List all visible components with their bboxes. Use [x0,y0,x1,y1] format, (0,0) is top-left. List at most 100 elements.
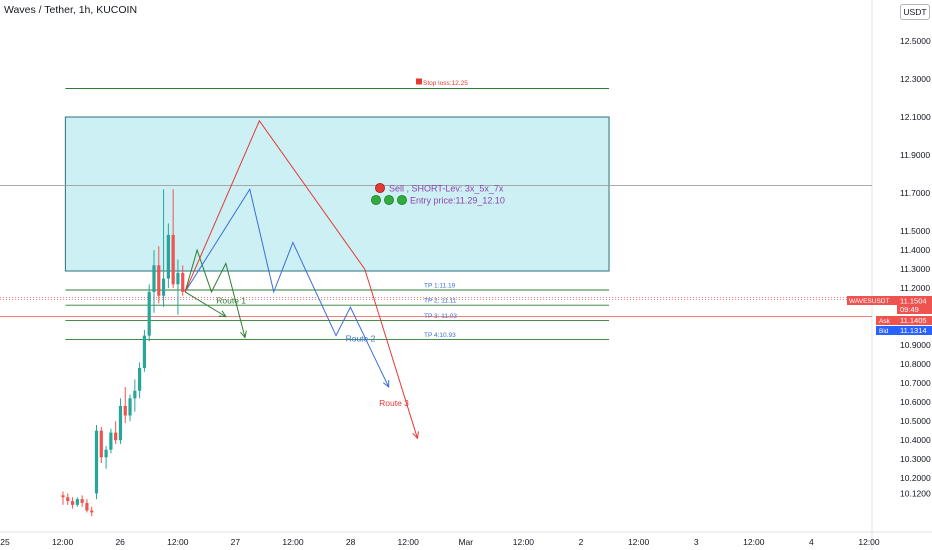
time-tick-label: 12:00 [628,537,650,547]
price-tick-label: 10.3000 [900,454,931,464]
route-arrow-3 [412,431,419,440]
candle-body [118,405,123,441]
route-arrow-2 [382,379,390,389]
price-tick-label: 10.5000 [900,416,931,426]
target-label-1: TP 1:11.19 [424,283,456,290]
route-path-3 [184,119,418,439]
candle-body [142,335,147,368]
time-tick-label: 4 [809,537,814,547]
time-tick-label: 12:00 [858,537,880,547]
chart-title: Waves / Tether, 1h, KUCOIN [4,4,138,16]
candle-body [85,502,89,511]
price-tick-label: 11.2000 [900,283,930,293]
bid-label: Bid [879,328,889,335]
price-tick-label: 10.2000 [900,473,931,483]
candle-body [171,234,175,285]
candle-body [161,278,166,296]
ask-price-value: 11.1405 [900,316,927,325]
route-path-1 [184,248,246,338]
candle-body [70,501,75,505]
candle-body [176,272,180,285]
currency-label: USDT [903,7,927,17]
red-circle-icon [375,183,385,193]
candle-body [109,432,113,450]
bid-price-value: 11.1314 [900,326,927,335]
time-tick-label: 26 [115,537,125,547]
price-tick-label: 11.9000 [900,150,930,160]
target-label-2: TP 2: 11.11 [424,298,457,305]
countdown-value: 09:49 [900,305,919,314]
last-price-value: 11.1504 [900,297,927,306]
time-tick-label: 12:00 [743,537,765,547]
price-tick-label: 11.7000 [900,188,930,198]
route-label-2: Route 2 [346,333,376,343]
price-tick-label: 12.3000 [900,74,931,84]
route-path-1-alt [184,291,227,318]
time-tick-label: 12:00 [282,537,304,547]
symbol-tag [847,296,897,305]
target-label-4: TP 4:10.93 [424,332,456,339]
price-tick-label: 10.8000 [900,359,931,369]
time-tick-label: 27 [231,537,241,547]
route-arrow-1 [240,330,247,339]
route-label-1: Route 1 [216,295,246,305]
entry-zone-rect [64,116,610,272]
stop-loss-label: Stop loss:12.25 [423,80,468,87]
signal-entry-text: Entry price:11.29_12.10 [410,196,505,206]
candle-body [152,265,156,292]
candle-body [75,499,79,505]
bid-price-tag [897,326,932,335]
time-tick-label: 2 [579,537,584,547]
time-tick-label: 12:00 [513,537,535,547]
time-tick-label: 25 [0,537,10,547]
route-label-3: Route 3 [379,398,409,408]
candle-body [66,497,70,502]
symbol-tag-label: WAVESUSDT [849,298,889,305]
price-tick-label: 12.1000 [900,112,931,122]
time-tick-label: 12:00 [52,537,74,547]
candle-body [114,432,118,441]
stop-loss-marker [416,78,422,85]
candle-body [128,398,132,416]
candle-body [147,291,151,336]
price-tick-label: 12.5000 [900,36,931,46]
candle-body [123,405,127,416]
bid-tag [876,326,897,335]
ask-price-tag [897,316,932,325]
route-arrow-1-alt [218,310,227,318]
candle-body [166,234,170,279]
last-price-tag [897,296,932,314]
candle-body [90,510,94,513]
time-tick-label: 3 [694,537,699,547]
price-tick-label: 10.4000 [900,435,931,445]
ask-label: Ask [879,318,891,325]
candle-body [138,367,142,391]
green-circle-icon [371,195,381,205]
price-tick-label: 10.1200 [900,488,931,498]
candle-body [94,430,99,494]
price-tick-label: 10.7000 [900,378,931,388]
candle-body [181,272,185,292]
price-tick-label: 10.6000 [900,397,931,407]
price-tick-label: 11.3000 [900,264,930,274]
ask-tag [876,316,897,325]
time-tick-label: Mar [458,537,473,547]
route-path-2 [184,187,390,388]
time-tick-label: 12:00 [398,537,420,547]
currency-selector-button[interactable]: USDT [900,4,930,20]
candle-body [157,265,161,296]
price-tick-label: 10.9000 [900,340,931,350]
candle-body [80,499,84,503]
price-tick-label: 11.5000 [900,226,930,236]
candle-body [99,430,103,458]
green-circle-icon [384,195,394,205]
price-tick-label: 11.4000 [900,245,930,255]
time-tick-label: 12:00 [167,537,189,547]
green-circle-icon [397,195,407,205]
candle-body [133,390,137,399]
time-tick-label: 28 [346,537,356,547]
signal-direction-text: Sell , SHORT-Lev: 3x_5x_7x [389,184,504,194]
candle-body [61,495,65,498]
candle-body [104,449,108,458]
